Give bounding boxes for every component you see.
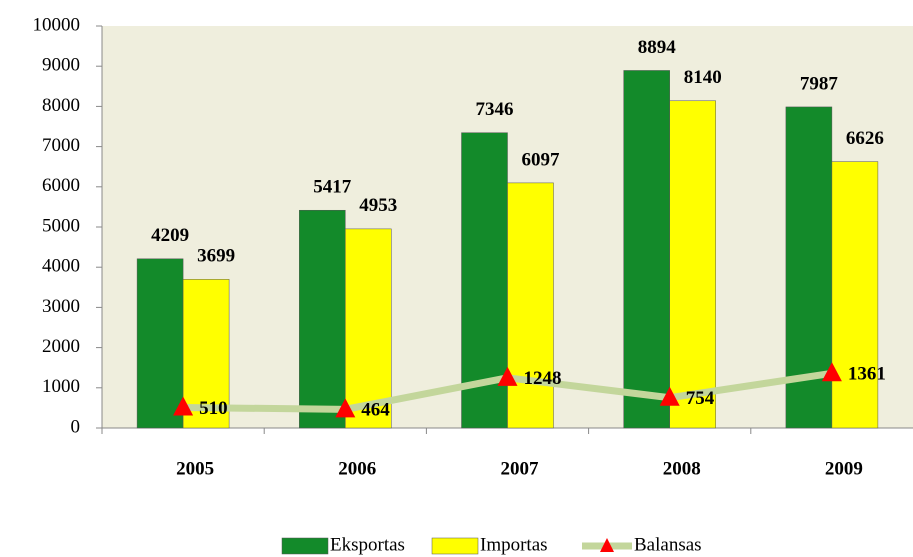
y-tick-label: 7000 (42, 135, 80, 156)
bar (136, 258, 184, 429)
legend-swatch (281, 537, 329, 555)
x-tick-label: 2009 (825, 458, 863, 479)
y-tick-label: 9000 (42, 55, 80, 76)
bar (299, 209, 346, 429)
x-tick-label: 2007 (501, 458, 540, 479)
y-tick-label: 2000 (42, 336, 80, 357)
legend-label: Importas (480, 534, 548, 555)
legend-label: Eksportas (330, 534, 405, 555)
y-tick-label: 5000 (42, 215, 80, 236)
legend-marker (600, 538, 614, 552)
y-tick-label: 1000 (42, 376, 80, 397)
data-label: 8894 (638, 37, 677, 58)
data-label: 1361 (848, 364, 886, 385)
data-label: 464 (361, 400, 390, 421)
bar (345, 228, 392, 429)
marker (659, 386, 680, 406)
y-tick-label: 0 (71, 416, 81, 437)
bar (831, 161, 879, 429)
marker (335, 398, 356, 418)
x-tick-label: 2006 (338, 458, 376, 479)
data-label: 1248 (524, 368, 562, 389)
data-label: 3699 (197, 246, 235, 267)
data-label: 4209 (151, 225, 189, 246)
marker (821, 362, 842, 382)
y-tick-label: 6000 (42, 175, 80, 196)
bar (623, 70, 670, 429)
bar (182, 279, 230, 429)
y-tick-label: 8000 (42, 95, 80, 116)
data-label: 6626 (846, 128, 884, 149)
data-label: 7987 (800, 73, 839, 94)
bar (507, 182, 554, 429)
data-label: 7346 (476, 99, 514, 120)
marker (173, 396, 194, 416)
data-label: 8140 (684, 67, 722, 88)
x-tick-label: 2005 (176, 458, 214, 479)
marker (497, 366, 518, 386)
y-tick-label: 4000 (42, 256, 80, 277)
data-label: 510 (199, 398, 228, 419)
data-label: 4953 (359, 195, 397, 216)
x-tick-label: 2008 (663, 458, 701, 479)
legend-swatch (431, 537, 479, 555)
data-label: 6097 (522, 149, 561, 170)
y-tick-label: 3000 (42, 296, 80, 317)
y-tick-label: 10000 (33, 14, 81, 35)
data-label: 754 (686, 388, 715, 409)
bar (669, 100, 716, 429)
legend-label: Balansas (634, 534, 702, 555)
data-label: 5417 (313, 177, 352, 198)
